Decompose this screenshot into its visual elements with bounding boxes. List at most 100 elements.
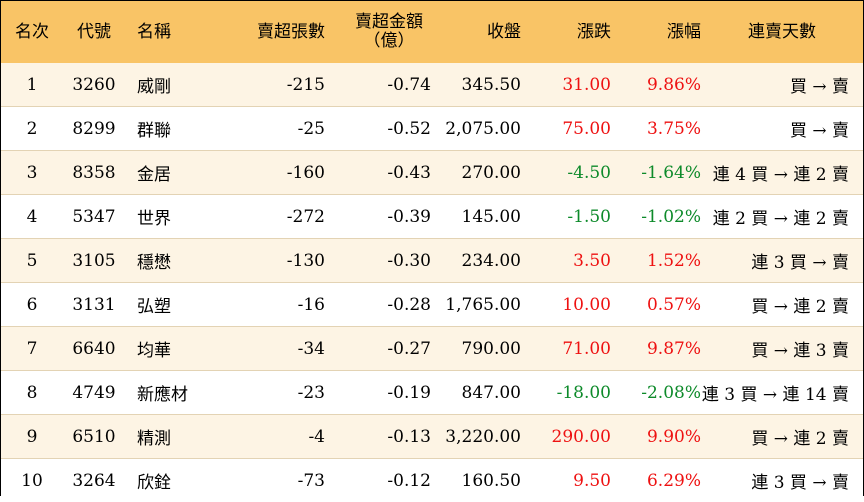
- cell-close-price: 3,220.00: [431, 415, 521, 459]
- cell-net-sell-amount: -0.52: [327, 107, 431, 151]
- cell-stock-name: 均華: [125, 327, 207, 371]
- cell-stock-code: 3260: [63, 63, 125, 107]
- cell-rank: 5: [1, 239, 63, 283]
- cell-rank: 10: [1, 459, 63, 502]
- cell-stock-name: 弘塑: [125, 283, 207, 327]
- cell-change-percent: 9.86%: [611, 63, 701, 107]
- cell-stock-code: 8358: [63, 151, 125, 195]
- cell-net-sell-amount: -0.19: [327, 371, 431, 415]
- cell-rank: 2: [1, 107, 63, 151]
- cell-net-sell-lots: -16: [207, 283, 327, 327]
- cell-stock-code: 6640: [63, 327, 125, 371]
- cell-net-sell-amount: -0.74: [327, 63, 431, 107]
- cell-change-percent: 1.52%: [611, 239, 701, 283]
- cell-net-sell-lots: -160: [207, 151, 327, 195]
- cell-streak: 買 → 賣: [701, 107, 863, 151]
- cell-net-sell-amount: -0.43: [327, 151, 431, 195]
- cell-streak: 買 → 賣: [701, 63, 863, 107]
- cell-net-sell-amount: -0.27: [327, 327, 431, 371]
- cell-price-change: 71.00: [521, 327, 611, 371]
- header-net-sell-amount-line2: （億）: [347, 32, 431, 51]
- cell-net-sell-lots: -215: [207, 63, 327, 107]
- cell-net-sell-amount: -0.12: [327, 459, 431, 502]
- cell-net-sell-amount: -0.39: [327, 195, 431, 239]
- cell-close-price: 790.00: [431, 327, 521, 371]
- cell-stock-name: 穩懋: [125, 239, 207, 283]
- cell-close-price: 160.50: [431, 459, 521, 502]
- cell-streak: 連 2 買 → 連 2 賣: [701, 195, 863, 239]
- cell-streak: 連 4 買 → 連 2 賣: [701, 151, 863, 195]
- cell-stock-code: 4749: [63, 371, 125, 415]
- cell-net-sell-lots: -130: [207, 239, 327, 283]
- header-net-sell-lots: 賣超張數: [207, 1, 327, 63]
- cell-close-price: 2,075.00: [431, 107, 521, 151]
- cell-price-change: 9.50: [521, 459, 611, 502]
- cell-stock-code: 8299: [63, 107, 125, 151]
- cell-price-change: 3.50: [521, 239, 611, 283]
- cell-change-percent: 0.57%: [611, 283, 701, 327]
- header-net-sell-amount: 賣超金額 （億）: [327, 1, 431, 63]
- cell-price-change: -18.00: [521, 371, 611, 415]
- cell-streak: 連 3 買 → 賣: [701, 459, 863, 502]
- cell-rank: 4: [1, 195, 63, 239]
- cell-streak: 買 → 連 2 賣: [701, 415, 863, 459]
- cell-change-percent: 9.90%: [611, 415, 701, 459]
- cell-rank: 3: [1, 151, 63, 195]
- cell-close-price: 1,765.00: [431, 283, 521, 327]
- cell-stock-name: 精測: [125, 415, 207, 459]
- cell-stock-name: 欣銓: [125, 459, 207, 502]
- cell-net-sell-lots: -25: [207, 107, 327, 151]
- cell-rank: 1: [1, 63, 63, 107]
- cell-net-sell-lots: -73: [207, 459, 327, 502]
- cell-stock-name: 金居: [125, 151, 207, 195]
- cell-net-sell-lots: -4: [207, 415, 327, 459]
- cell-stock-name: 群聯: [125, 107, 207, 151]
- cell-price-change: 75.00: [521, 107, 611, 151]
- header-close: 收盤: [431, 1, 521, 63]
- cell-net-sell-lots: -23: [207, 371, 327, 415]
- cell-net-sell-amount: -0.30: [327, 239, 431, 283]
- cell-close-price: 234.00: [431, 239, 521, 283]
- cell-price-change: 10.00: [521, 283, 611, 327]
- cell-net-sell-lots: -272: [207, 195, 327, 239]
- cell-stock-name: 新應材: [125, 371, 207, 415]
- header-net-sell-amount-line1: 賣超金額: [347, 13, 431, 32]
- cell-stock-name: 世界: [125, 195, 207, 239]
- cell-stock-name: 威剛: [125, 63, 207, 107]
- cell-net-sell-amount: -0.13: [327, 415, 431, 459]
- cell-change-percent: -1.02%: [611, 195, 701, 239]
- cell-streak: 連 3 買 → 賣: [701, 239, 863, 283]
- cell-stock-code: 3264: [63, 459, 125, 502]
- cell-change-percent: -1.64%: [611, 151, 701, 195]
- header-streak: 連賣天數: [701, 1, 863, 63]
- cell-stock-code: 5347: [63, 195, 125, 239]
- cell-net-sell-lots: -34: [207, 327, 327, 371]
- header-name: 名稱: [125, 1, 207, 63]
- cell-rank: 9: [1, 415, 63, 459]
- header-rank: 名次: [1, 1, 63, 63]
- cell-price-change: -1.50: [521, 195, 611, 239]
- cell-net-sell-amount: -0.28: [327, 283, 431, 327]
- cell-change-percent: -2.08%: [611, 371, 701, 415]
- cell-stock-code: 6510: [63, 415, 125, 459]
- cell-streak: 買 → 連 3 賣: [701, 327, 863, 371]
- cell-rank: 8: [1, 371, 63, 415]
- cell-streak: 買 → 連 2 賣: [701, 283, 863, 327]
- header-change: 漲跌: [521, 1, 611, 63]
- cell-close-price: 847.00: [431, 371, 521, 415]
- cell-close-price: 270.00: [431, 151, 521, 195]
- cell-rank: 6: [1, 283, 63, 327]
- cell-close-price: 145.00: [431, 195, 521, 239]
- cell-rank: 7: [1, 327, 63, 371]
- cell-price-change: 290.00: [521, 415, 611, 459]
- cell-change-percent: 3.75%: [611, 107, 701, 151]
